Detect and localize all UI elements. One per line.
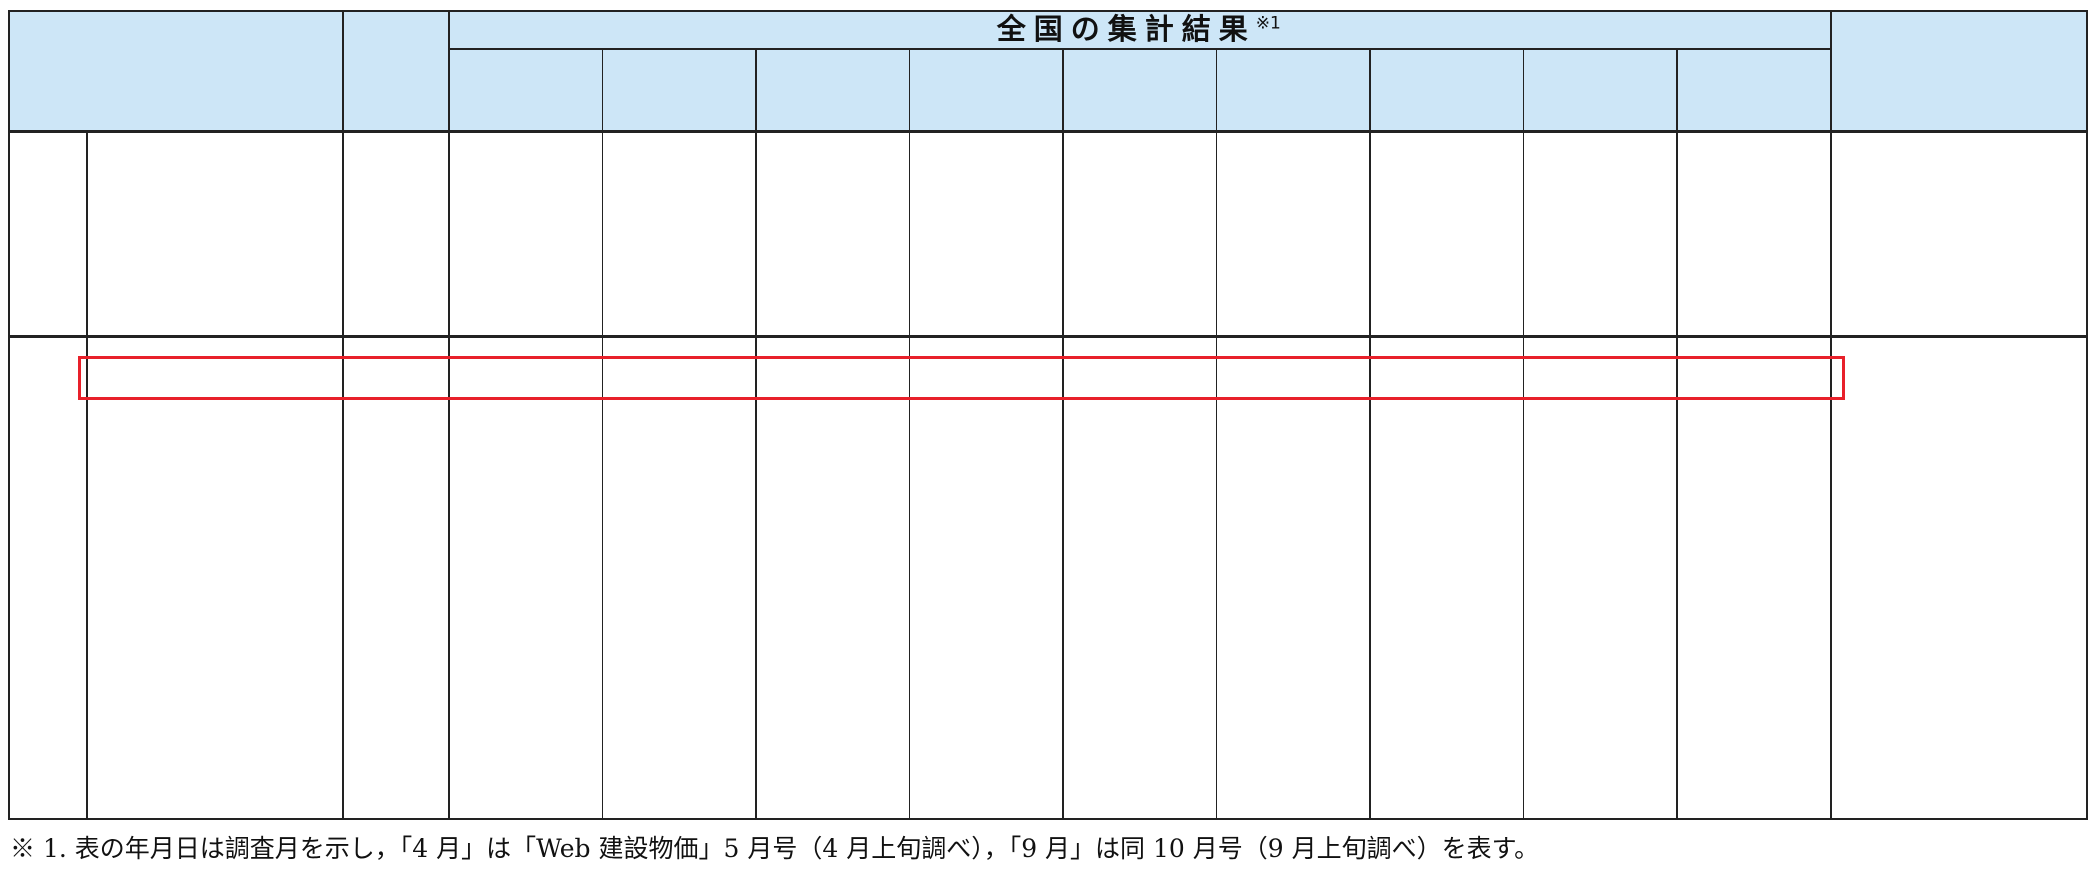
- grid-line: [1676, 48, 1678, 818]
- grid-line: [8, 335, 2088, 338]
- grid-line: [8, 130, 2088, 133]
- grid-line: [1062, 48, 1064, 818]
- grid-line: [8, 10, 2088, 12]
- grid-line: [8, 10, 10, 820]
- summary-title-text: 全国の集計結果: [996, 12, 1256, 46]
- grid-line: [342, 10, 344, 818]
- grid-line: [755, 48, 757, 818]
- concrete-price-table: 全国の集計結果※1: [8, 10, 2088, 820]
- footnote: ※ 1. 表の年月日は調査月を示し，「4 月」は「Web 建設物価」5 月号（4…: [10, 834, 1540, 863]
- header-background: [8, 10, 2088, 130]
- average-row-highlight: [78, 356, 1845, 400]
- grid-line: [1522, 48, 1524, 818]
- grid-line: [8, 818, 2088, 820]
- grid-line: [908, 48, 910, 818]
- grid-line: [1215, 48, 1217, 818]
- summary-note-mark: ※1: [1255, 13, 1281, 34]
- grid-line: [1829, 10, 1832, 818]
- grid-line: [601, 48, 603, 818]
- grid-line: [448, 10, 450, 818]
- grid-line: [2086, 10, 2088, 820]
- header-summary-title: 全国の集計結果※1: [448, 15, 1830, 44]
- grid-line: [86, 130, 88, 818]
- grid-line: [1369, 48, 1371, 818]
- grid-line: [448, 48, 1830, 50]
